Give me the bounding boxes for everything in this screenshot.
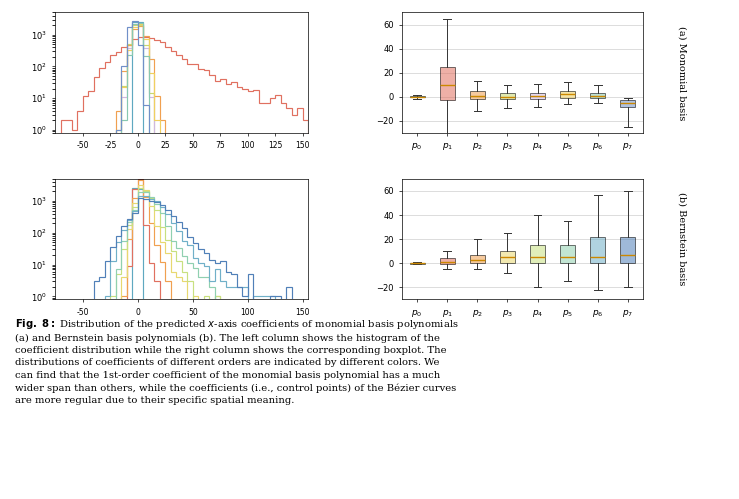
PathPatch shape — [530, 245, 545, 263]
PathPatch shape — [530, 93, 545, 99]
PathPatch shape — [590, 93, 605, 98]
PathPatch shape — [500, 251, 515, 263]
PathPatch shape — [440, 258, 454, 264]
PathPatch shape — [560, 91, 575, 98]
PathPatch shape — [470, 255, 485, 263]
Text: $\mathbf{Fig.\ 8:}$ Distribution of the predicted ⁠$x$⁠-axis coefficients of mon: $\mathbf{Fig.\ 8:}$ Distribution of the … — [15, 317, 458, 405]
PathPatch shape — [560, 245, 575, 263]
PathPatch shape — [470, 91, 485, 99]
Text: (a) Monomial basis: (a) Monomial basis — [678, 25, 687, 120]
PathPatch shape — [590, 237, 605, 263]
PathPatch shape — [409, 96, 425, 97]
PathPatch shape — [620, 100, 636, 106]
PathPatch shape — [620, 237, 636, 263]
PathPatch shape — [500, 93, 515, 99]
Text: (b) Bernstein basis: (b) Bernstein basis — [678, 193, 687, 286]
PathPatch shape — [440, 67, 454, 100]
